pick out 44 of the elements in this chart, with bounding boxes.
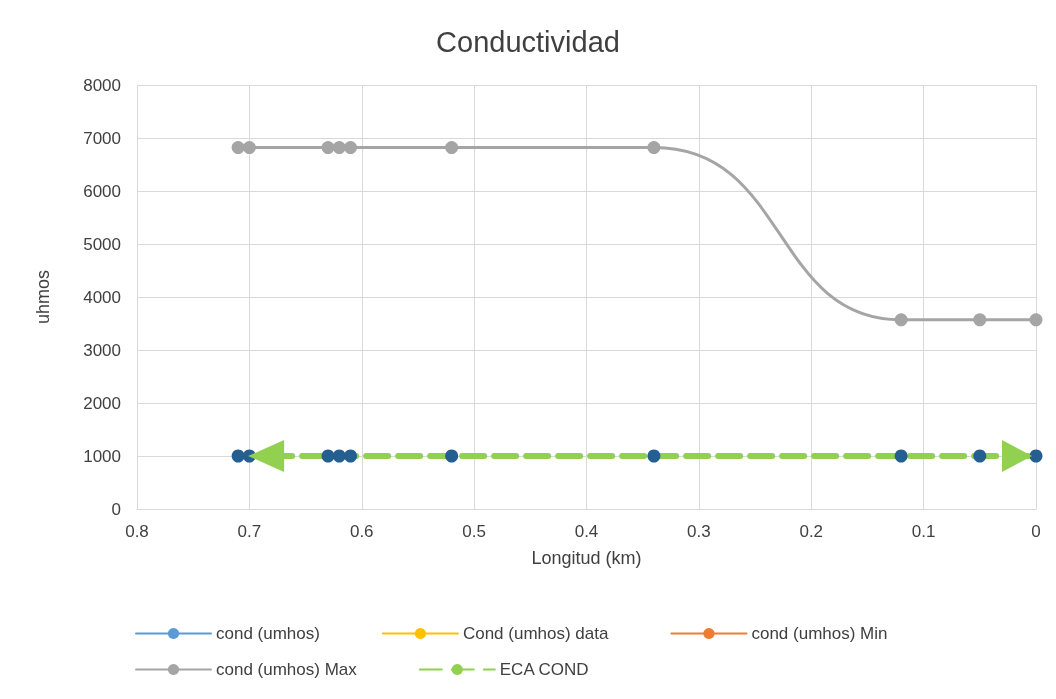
y-tick-label: 6000 xyxy=(83,181,121,201)
y-tick-label: 0 xyxy=(111,499,121,519)
y-tick-label: 8000 xyxy=(83,75,121,95)
y-tick-label: 1000 xyxy=(83,446,121,466)
point xyxy=(647,449,661,463)
y-tick-label: 3000 xyxy=(83,340,121,360)
x-tick-label: 0.3 xyxy=(687,522,711,541)
chart-title: Conductividad xyxy=(436,25,620,58)
y-tick-label: 5000 xyxy=(83,234,121,254)
point xyxy=(332,141,346,155)
x-tick-label: 0.2 xyxy=(799,522,824,541)
y-tick-label: 2000 xyxy=(83,393,121,413)
y-axis-title: uhmos xyxy=(33,269,53,325)
point xyxy=(1029,449,1043,463)
point xyxy=(1029,313,1043,327)
legend-label: ECA COND xyxy=(499,660,589,679)
legend-label: cond (umhos) Max xyxy=(216,660,358,679)
x-tick-label: 0.4 xyxy=(574,522,599,541)
point xyxy=(973,449,987,463)
point xyxy=(894,449,908,463)
point xyxy=(332,449,346,463)
point xyxy=(321,141,335,155)
point xyxy=(445,449,459,463)
point xyxy=(647,141,661,155)
legend-label: cond (umhos) xyxy=(216,624,320,643)
point xyxy=(344,141,358,155)
legend-label: cond (umhos) Min xyxy=(751,624,888,643)
y-tick-label: 7000 xyxy=(83,128,121,148)
x-tick-label: 0.6 xyxy=(349,522,374,541)
point xyxy=(231,141,245,155)
point xyxy=(231,449,245,463)
y-tick-label: 4000 xyxy=(83,287,121,307)
x-tick-label: 0.8 xyxy=(125,522,149,541)
point xyxy=(242,141,256,155)
x-tick-label: 0.1 xyxy=(911,522,936,541)
point xyxy=(894,313,908,327)
point xyxy=(344,449,358,463)
x-tick-label: 0 xyxy=(1031,522,1041,541)
legend-label: Cond (umhos) data xyxy=(462,624,609,643)
x-axis-title: Longitud (km) xyxy=(531,548,642,568)
x-tick-label: 0.7 xyxy=(237,522,262,541)
point xyxy=(973,313,987,327)
x-tick-label: 0.5 xyxy=(462,522,486,541)
point xyxy=(445,141,459,155)
